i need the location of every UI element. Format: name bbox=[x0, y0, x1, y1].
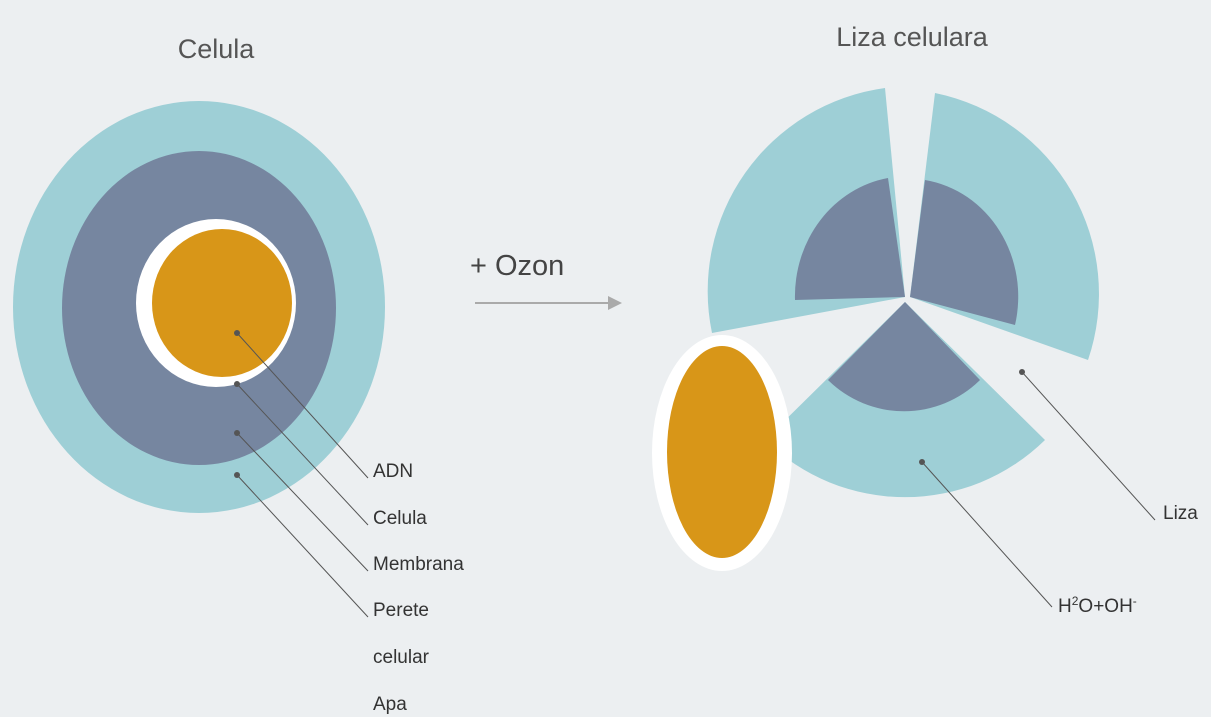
label: ADN bbox=[373, 461, 413, 482]
label: Perete bbox=[373, 600, 429, 621]
leader-dot bbox=[234, 381, 240, 387]
diagram: Celula ADN Celula Membrana Perete celula… bbox=[0, 0, 1211, 717]
label: Membrana bbox=[373, 554, 464, 575]
label-sup: - bbox=[1133, 594, 1137, 608]
label: Apa bbox=[373, 694, 407, 715]
arrow-label: + Ozon bbox=[470, 250, 564, 282]
leader-dot bbox=[1019, 369, 1025, 375]
leader-dot bbox=[234, 472, 240, 478]
leader-dot bbox=[234, 430, 240, 436]
released-dna bbox=[667, 346, 777, 558]
label-part: O+OH bbox=[1078, 596, 1132, 617]
label-part: H bbox=[1058, 596, 1072, 617]
leader-dot bbox=[919, 459, 925, 465]
product-label: H2O+OH- bbox=[1058, 594, 1137, 617]
right-title: Liza celulara bbox=[836, 22, 989, 52]
label: celular bbox=[373, 647, 430, 668]
leader-dot bbox=[234, 330, 240, 336]
label: Liza bbox=[1163, 503, 1198, 524]
label: Celula bbox=[373, 508, 427, 529]
left-title: Celula bbox=[178, 34, 256, 64]
cell bbox=[13, 101, 385, 513]
dna bbox=[152, 229, 292, 377]
